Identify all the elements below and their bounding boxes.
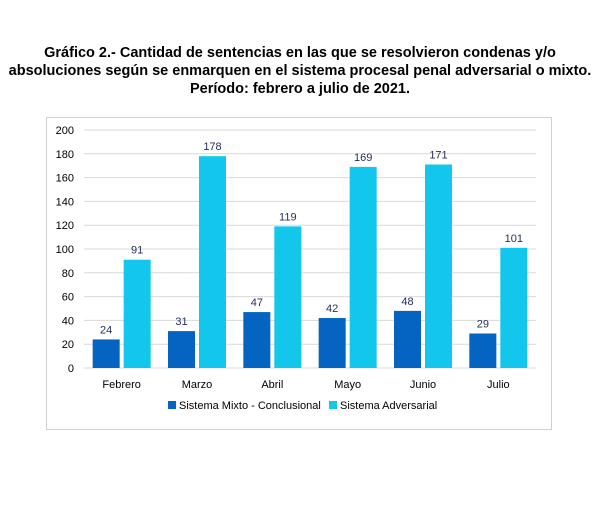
x-tick-label: Mayo (334, 379, 361, 391)
x-tick-label: Julio (487, 379, 510, 391)
bar-adversarial (425, 164, 452, 368)
bar-mixto (92, 339, 120, 368)
chart-title-line-3: Período: febrero a julio de 2021. (190, 81, 410, 97)
y-tick-label: 20 (62, 339, 74, 351)
legend-swatch-mixto (168, 401, 176, 409)
y-tick-label: 60 (62, 292, 74, 304)
bar-adversarial (274, 226, 302, 368)
chart-frame (46, 117, 552, 430)
bar-mixto (168, 331, 195, 368)
bar-adversarial (500, 247, 528, 368)
data-label: 169 (354, 152, 372, 164)
x-tick-label: Marzo (182, 379, 213, 391)
y-tick-label: 0 (68, 363, 74, 375)
bar-mixto (394, 310, 421, 368)
data-label: 91 (131, 245, 143, 257)
y-tick-label: 80 (62, 268, 74, 280)
y-tick-label: 100 (56, 244, 74, 256)
data-label: 48 (401, 296, 413, 308)
data-label: 24 (100, 324, 112, 336)
y-tick-label: 120 (56, 220, 74, 232)
legend-label-adversarial: Sistema Adversarial (340, 400, 437, 412)
y-tick-label: 40 (62, 315, 74, 327)
data-label: 178 (203, 141, 221, 153)
x-tick-label: Junio (410, 379, 436, 391)
chart-title: Gráfico 2.- Cantidad de sentencias en la… (0, 44, 600, 98)
data-label: 29 (477, 318, 489, 330)
y-tick-label: 200 (56, 125, 74, 137)
x-tick-label: Abril (261, 379, 283, 391)
y-tick-label: 180 (56, 149, 74, 161)
bar-adversarial (123, 259, 151, 368)
data-label: 119 (279, 211, 297, 223)
bar-mixto (469, 333, 497, 368)
legend-label-mixto: Sistema Mixto - Conclusional (179, 400, 321, 412)
y-tick-label: 140 (56, 196, 74, 208)
data-label: 101 (505, 233, 523, 245)
data-label: 171 (429, 150, 447, 162)
chart-title-line-1: Gráfico 2.- Cantidad de sentencias en la… (44, 45, 556, 61)
bar-adversarial (349, 166, 377, 368)
data-label: 31 (175, 316, 187, 328)
bar-mixto (318, 318, 346, 368)
data-label: 42 (326, 303, 338, 315)
data-label: 47 (251, 297, 263, 309)
legend-swatch-adversarial (329, 401, 337, 409)
bar-mixto (243, 312, 271, 368)
x-tick-label: Febrero (102, 379, 141, 391)
bar-adversarial (199, 156, 226, 368)
chart-title-line-2: absoluciones según se enmarquen en el si… (8, 63, 592, 79)
y-tick-label: 160 (56, 173, 74, 185)
